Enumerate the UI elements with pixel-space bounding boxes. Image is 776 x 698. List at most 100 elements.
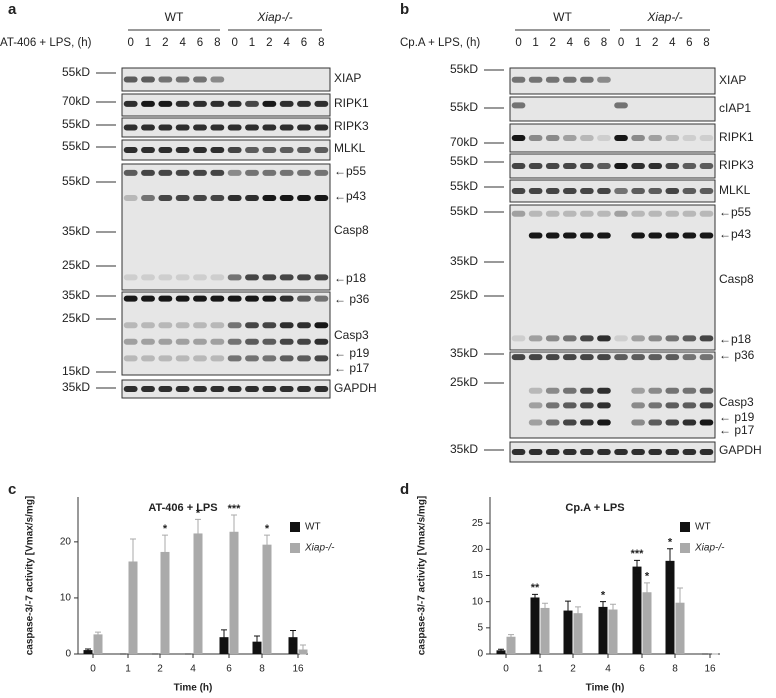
bar	[262, 544, 272, 654]
band	[545, 419, 560, 426]
x-axis-label: Time (h)	[174, 683, 213, 694]
band	[631, 188, 645, 194]
band	[141, 100, 155, 107]
band	[158, 169, 173, 176]
band	[528, 354, 543, 361]
band	[123, 322, 138, 329]
significance: ***	[228, 503, 242, 515]
marker-label: 35kD	[450, 442, 478, 456]
band	[210, 100, 225, 107]
error-bar	[600, 601, 606, 613]
bar	[288, 637, 298, 654]
band	[614, 354, 628, 361]
band	[297, 274, 311, 281]
band	[665, 354, 680, 361]
marker-label: 55kD	[450, 204, 478, 218]
band	[279, 147, 294, 153]
band-label: ← p36	[719, 348, 755, 362]
band	[665, 135, 680, 141]
band-label: Casp8	[334, 223, 369, 237]
blot-strip	[509, 179, 716, 203]
band	[158, 274, 173, 281]
marker-label: 25kD	[62, 258, 90, 272]
band	[141, 295, 155, 302]
band	[123, 338, 138, 345]
band	[511, 449, 526, 455]
band	[648, 387, 663, 394]
error-bar	[508, 634, 514, 640]
panel-label: b	[400, 1, 409, 18]
error-bar	[610, 603, 616, 616]
x-tick-label: 4	[190, 664, 196, 675]
band	[245, 386, 259, 392]
lane-label: 8	[214, 37, 220, 49]
band	[314, 195, 329, 202]
marker-label: 35kD	[450, 254, 478, 268]
bar	[229, 531, 239, 654]
band	[193, 124, 207, 131]
band	[631, 135, 645, 141]
band	[245, 355, 259, 362]
band	[262, 124, 277, 131]
lane-label: 6	[301, 37, 307, 49]
y-tick-label: 10	[60, 593, 72, 604]
x-tick-label: 8	[672, 664, 678, 675]
band	[614, 210, 628, 217]
marker-label: 55kD	[450, 154, 478, 168]
band	[227, 147, 242, 153]
band	[699, 387, 714, 394]
bar	[252, 641, 262, 654]
legend-swatch	[680, 522, 690, 532]
band	[699, 163, 714, 169]
bar	[573, 613, 583, 654]
significance: *	[668, 537, 673, 549]
blot-strip	[509, 123, 716, 153]
band	[545, 354, 560, 361]
band	[597, 232, 611, 239]
band	[648, 135, 663, 141]
band	[227, 386, 242, 392]
lane-label: 1	[532, 37, 538, 49]
band	[648, 419, 663, 426]
band	[648, 335, 663, 342]
band	[262, 355, 277, 362]
band	[297, 355, 311, 362]
lane-label: 0	[515, 37, 521, 49]
band	[597, 188, 611, 194]
error-bar	[254, 635, 260, 648]
band	[227, 100, 242, 107]
band	[262, 147, 277, 153]
band-label: ← p17	[334, 361, 370, 375]
band	[297, 195, 311, 202]
marker-label: 35kD	[62, 288, 90, 302]
lane-label: 1	[249, 37, 255, 49]
band	[528, 449, 543, 455]
band	[580, 402, 594, 409]
band-label: ← p17	[719, 423, 755, 437]
band	[631, 232, 645, 239]
group-label: Xiap-/-	[256, 10, 292, 24]
legend-swatch	[680, 543, 690, 553]
lane-label: 2	[266, 37, 272, 49]
error-bar	[221, 629, 227, 645]
band	[528, 135, 543, 141]
band	[597, 76, 611, 83]
band	[562, 135, 577, 141]
band-label: Casp3	[719, 395, 754, 409]
bar	[506, 636, 516, 654]
band	[279, 100, 294, 107]
band	[597, 387, 611, 394]
lane-label: 2	[162, 37, 168, 49]
band	[314, 169, 329, 176]
error-bar	[565, 600, 571, 621]
band	[665, 402, 680, 409]
band	[562, 402, 577, 409]
treatment-label: AT-406 + LPS, (h)	[0, 37, 92, 49]
blot-strip	[509, 96, 716, 122]
marker-label: 35kD	[62, 224, 90, 238]
band-label: ←p55	[719, 205, 751, 219]
band	[193, 295, 207, 302]
legend-label: Xiap-/-	[694, 543, 725, 554]
y-tick-label: 25	[472, 518, 484, 529]
